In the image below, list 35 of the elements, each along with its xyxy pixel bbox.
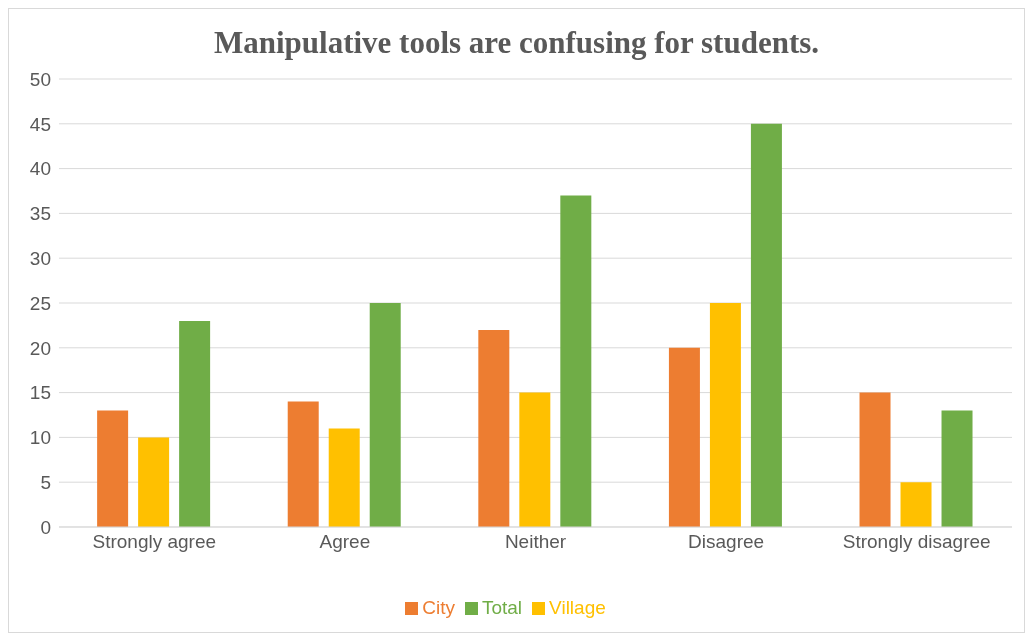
bar xyxy=(138,437,170,527)
chart-title: Manipulative tools are confusing for students. xyxy=(212,24,821,62)
bar xyxy=(369,303,401,527)
y-tick-label: 15 xyxy=(29,382,51,404)
bar xyxy=(668,347,700,527)
y-tick-label: 50 xyxy=(29,68,51,90)
legend-label: Total xyxy=(481,597,523,618)
legend-label: City xyxy=(422,597,455,618)
bar xyxy=(709,303,741,527)
y-tick-label: 10 xyxy=(29,427,51,449)
x-tick-label: Agree xyxy=(319,531,371,553)
y-tick-label: 45 xyxy=(29,113,51,135)
y-tick-label: 0 xyxy=(40,516,51,538)
y-tick-label: 25 xyxy=(29,292,51,314)
bar xyxy=(478,329,510,527)
bar xyxy=(519,392,551,527)
x-tick-label: Neither xyxy=(504,531,567,553)
bar xyxy=(859,392,891,527)
y-tick-label: 35 xyxy=(29,203,51,225)
y-tick-label: 40 xyxy=(29,158,51,180)
y-tick-label: 20 xyxy=(29,337,51,359)
x-tick-label: Disagree xyxy=(688,531,765,553)
bar xyxy=(750,123,782,527)
x-tick-label: Strongly agree xyxy=(92,531,217,553)
bar xyxy=(900,482,932,527)
bar xyxy=(179,320,211,527)
bar xyxy=(941,410,973,527)
bar xyxy=(560,195,592,527)
y-tick-label: 5 xyxy=(40,471,51,493)
bar xyxy=(328,428,360,527)
bar xyxy=(97,410,129,527)
x-tick-label: Strongly disagree xyxy=(842,531,991,553)
legend-label: Village xyxy=(549,597,606,618)
bar xyxy=(287,401,319,527)
y-tick-label: 30 xyxy=(29,247,51,269)
